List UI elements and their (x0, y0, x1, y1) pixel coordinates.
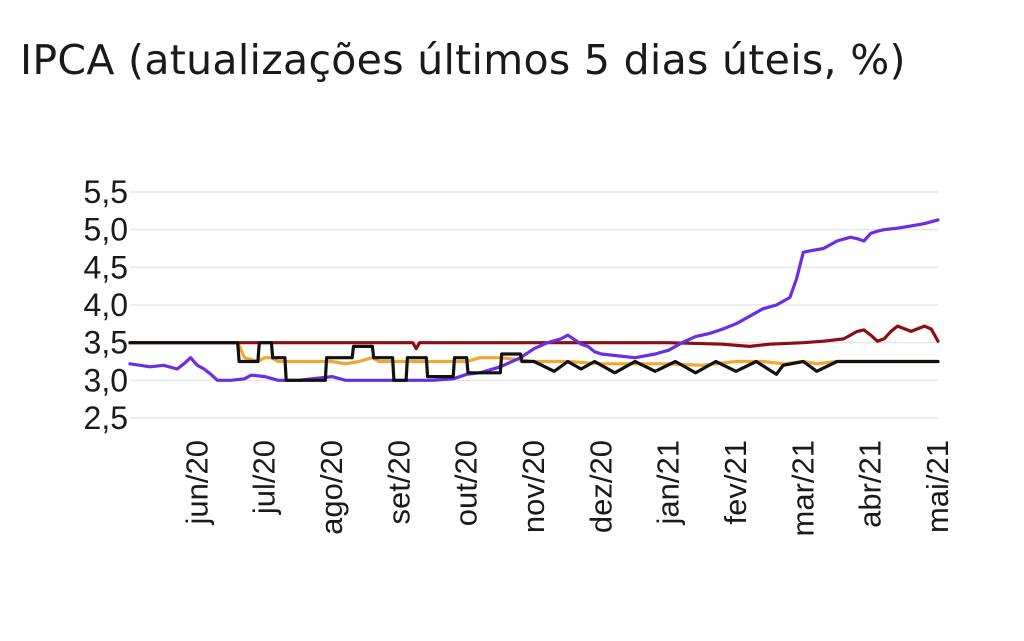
y-tick-label-2: 4,5 (84, 249, 128, 285)
x-tick-label-5: nov/20 (516, 440, 551, 533)
x-tick-label-8: fev/21 (718, 440, 753, 524)
chart-title: IPCA (atualizações últimos 5 dias úteis,… (20, 36, 906, 84)
x-tick-label-0: jun/20 (179, 440, 214, 525)
x-tick-label-1: jul/20 (247, 440, 282, 515)
y-tick-label-1: 5,0 (84, 212, 128, 248)
x-tick-label-10: abr/21 (853, 440, 888, 528)
y-tick-label-4: 3,5 (84, 325, 128, 361)
y-tick-label-3: 4,0 (84, 287, 128, 323)
x-tick-label-4: out/20 (449, 440, 484, 526)
y-tick-label-0: 5,5 (84, 174, 128, 210)
x-tick-label-11: mai/21 (920, 440, 955, 533)
y-axis-ticks: 5,55,04,54,03,53,02,5 (84, 174, 128, 436)
x-tick-label-6: dez/20 (583, 440, 618, 533)
x-axis-ticks: jun/20 jul/20 ago/20 set/20 out/20 nov/20 dez/… (179, 440, 955, 536)
gridlines (130, 191, 938, 419)
series-line-2 (128, 218, 940, 382)
series-line-3 (128, 341, 940, 382)
x-tick-label-9: mar/21 (785, 440, 820, 536)
x-tick-label-7: jan/21 (651, 440, 686, 525)
y-tick-label-5: 3,0 (84, 362, 128, 398)
series-line-1 (128, 324, 940, 351)
y-tick-label-6: 2,5 (84, 400, 128, 436)
series-lines (128, 218, 940, 382)
x-tick-label-3: set/20 (381, 440, 416, 524)
x-tick-label-2: ago/20 (314, 440, 349, 535)
